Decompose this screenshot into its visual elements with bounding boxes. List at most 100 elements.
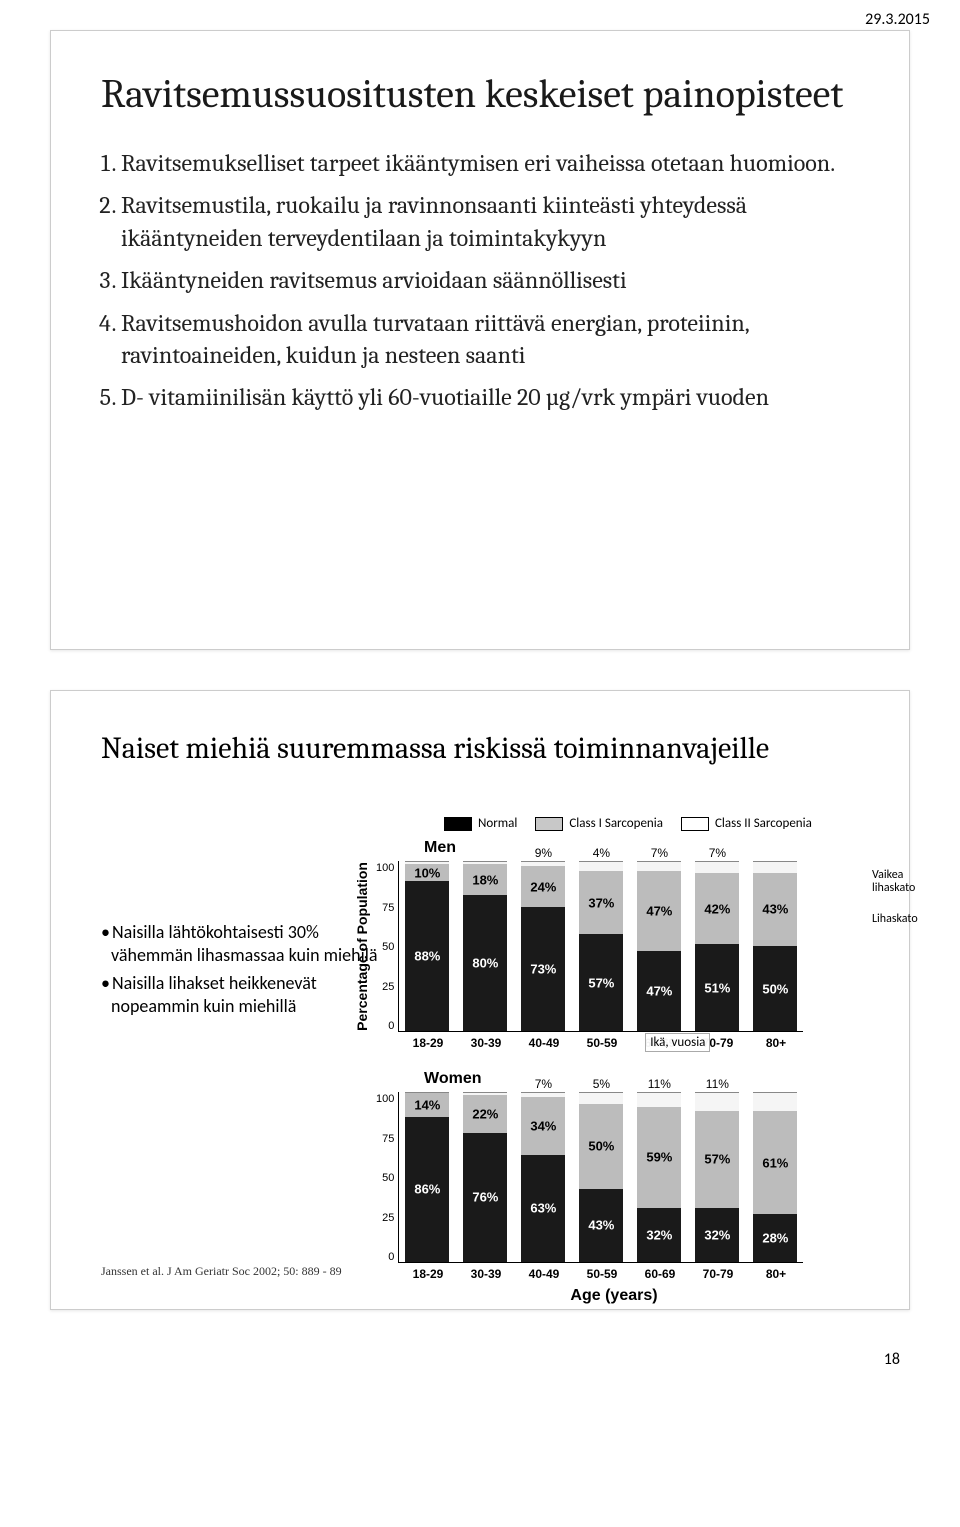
- chart-bar: 63% 34% 7%: [521, 1092, 565, 1262]
- x-tick-label: 18-29: [406, 1267, 450, 1281]
- x-ticks-men: 18-2930-3940-4950-5960-6970-7980+: [354, 1036, 874, 1050]
- page: 29.3.2015 Ravitsemussuositusten keskeise…: [0, 0, 960, 1409]
- legend-c1: Class I Sarcopenia: [535, 816, 663, 831]
- y-tick: 50: [376, 1172, 394, 1184]
- bar-segment-c1: 37%: [579, 871, 623, 934]
- bar-segment-c1: 18%: [463, 864, 507, 895]
- legend-c2: Class II Sarcopenia: [681, 816, 812, 831]
- y-tick: 50: [376, 941, 394, 953]
- segment-value-label: 76%: [472, 1190, 498, 1205]
- x-tick-label: 50-59: [580, 1267, 624, 1281]
- chart-bar: 80% 18%: [463, 861, 507, 1031]
- segment-value-label: 86%: [414, 1182, 440, 1197]
- y-tick: 75: [376, 1133, 394, 1145]
- x-tick-label: 30-39: [464, 1036, 508, 1050]
- chart-bar: 51% 42%7%: [695, 861, 739, 1031]
- panel-women-body: . 100 75 50 25 0 86%14%76%22%63%34%7%43%…: [354, 1092, 874, 1263]
- y-axis-label: Percentage of Population: [354, 862, 370, 1031]
- bar-segment-c1: 42%: [695, 873, 739, 944]
- segment-value-label: 51%: [704, 980, 730, 995]
- bar-segment-c1: 61%: [753, 1111, 797, 1215]
- bar-segment-normal: 57%: [579, 934, 623, 1031]
- bar-segment-c1: 59%: [637, 1107, 681, 1207]
- segment-value-label: 7%: [709, 846, 726, 860]
- bar-segment-c2: 5%: [579, 1092, 623, 1104]
- list-item: Ravitsemustila, ruokailu ja ravinnonsaan…: [121, 189, 869, 254]
- y-tick: 75: [376, 902, 394, 914]
- bar-segment-normal: 32%: [637, 1208, 681, 1262]
- chart-bar: 88%10%: [405, 861, 449, 1031]
- segment-value-label: 5%: [593, 1077, 610, 1091]
- bar-segment-normal: 73%: [521, 907, 565, 1031]
- slide-2: Naiset miehiä suuremmassa riskissä toimi…: [50, 690, 910, 1310]
- segment-value-label: 50%: [588, 1139, 614, 1154]
- segment-value-label: 63%: [530, 1201, 556, 1216]
- chart-bar: 28%61%: [753, 1092, 797, 1262]
- legend-label: Normal: [478, 816, 517, 831]
- bar-segment-normal: 86%: [405, 1117, 449, 1262]
- segment-value-label: 80%: [472, 956, 498, 971]
- y-tick: 25: [376, 981, 394, 993]
- y-tick: 25: [376, 1212, 394, 1224]
- x-tick-label: 80+: [754, 1036, 798, 1050]
- header-date: 29.3.2015: [865, 10, 930, 29]
- slide2-title: Naiset miehiä suuremmassa riskissä toimi…: [101, 731, 874, 767]
- slide1-list: Ravitsemukselliset tarpeet ikääntymisen …: [121, 147, 869, 414]
- y-tick: 100: [376, 862, 394, 874]
- legend-label: Class II Sarcopenia: [715, 816, 812, 831]
- segment-value-label: 24%: [530, 879, 556, 894]
- x-tick-label: 80+: [754, 1267, 798, 1281]
- bar-segment-c1: 22%: [463, 1095, 507, 1132]
- segment-value-label: 4%: [593, 846, 610, 860]
- y-tick: 100: [376, 1093, 394, 1105]
- swatch-normal-icon: [444, 817, 472, 831]
- page-number: 18: [50, 1350, 910, 1369]
- bar-segment-normal: 50%: [753, 946, 797, 1031]
- chart-bar: 86%14%: [405, 1092, 449, 1262]
- segment-value-label: 11%: [648, 1077, 671, 1091]
- x-tick-label: 40-49: [522, 1036, 566, 1050]
- bar-segment-c2: 7%: [521, 1092, 565, 1097]
- citation: Janssen et al. J Am Geriatr Soc 2002; 50…: [101, 1264, 342, 1279]
- chart-bar: 57%37%4%: [579, 861, 623, 1031]
- bar-segment-c2: 4%: [579, 861, 623, 871]
- bar-segment-c2: [753, 861, 797, 873]
- slide-1: Ravitsemussuositusten keskeiset painopis…: [50, 30, 910, 650]
- legend-label: Class I Sarcopenia: [569, 816, 663, 831]
- x-tick-label: 60-69: [638, 1267, 682, 1281]
- bar-segment-c2: [463, 1092, 507, 1095]
- y-ticks-women: 100 75 50 25 0: [376, 1093, 394, 1263]
- segment-value-label: 7%: [651, 846, 668, 860]
- panel-women: Women . 100 75 50 25 0 86%14%76%22%63%34…: [354, 1070, 874, 1305]
- y-tick: 0: [376, 1251, 394, 1263]
- bar-segment-c2: 9%: [521, 861, 565, 866]
- segment-value-label: 50%: [762, 981, 788, 996]
- segment-value-label: 22%: [472, 1107, 498, 1122]
- panel-men: Men Percentage of Population 100 75 50 2…: [354, 839, 874, 1050]
- segment-value-label: 34%: [530, 1119, 556, 1134]
- bar-segment-normal: 88%: [405, 881, 449, 1031]
- bar-segment-c2: [405, 861, 449, 864]
- bar-segment-c1: 24%: [521, 866, 565, 907]
- right-label-severe: Vaikea lihaskato: [872, 869, 932, 895]
- chart-bar: 73% 24% 9%: [521, 861, 565, 1031]
- x-tick-label: 50-59: [580, 1036, 624, 1050]
- bar-segment-c1: 10%: [405, 864, 449, 881]
- segment-value-label: 18%: [472, 872, 498, 887]
- legend-normal: Normal: [444, 816, 517, 831]
- panel-men-body: Percentage of Population 100 75 50 25 0 …: [354, 861, 874, 1032]
- bar-segment-normal: 28%: [753, 1214, 797, 1262]
- bar-segment-c1: 50%: [579, 1104, 623, 1189]
- bar-segment-c2: 7%: [695, 861, 739, 873]
- list-item: Ikääntyneiden ravitsemus arvioidaan sään…: [121, 264, 869, 296]
- bar-segment-normal: 80%: [463, 895, 507, 1031]
- segment-value-label: 57%: [704, 1152, 730, 1167]
- segment-value-label: 47%: [646, 984, 672, 999]
- bars-men: 88%10%80%18%73%24%9%57%37%4%47%47%7%51%4…: [398, 861, 803, 1032]
- bar-segment-c2: [753, 1092, 797, 1111]
- bar-segment-c2: [405, 1092, 449, 1093]
- bar-segment-normal: 32%: [695, 1208, 739, 1262]
- bar-segment-c1: 34%: [521, 1097, 565, 1155]
- chart-legend: Normal Class I Sarcopenia Class II Sarco…: [354, 816, 874, 831]
- x-tick-label: 70-79: [696, 1267, 740, 1281]
